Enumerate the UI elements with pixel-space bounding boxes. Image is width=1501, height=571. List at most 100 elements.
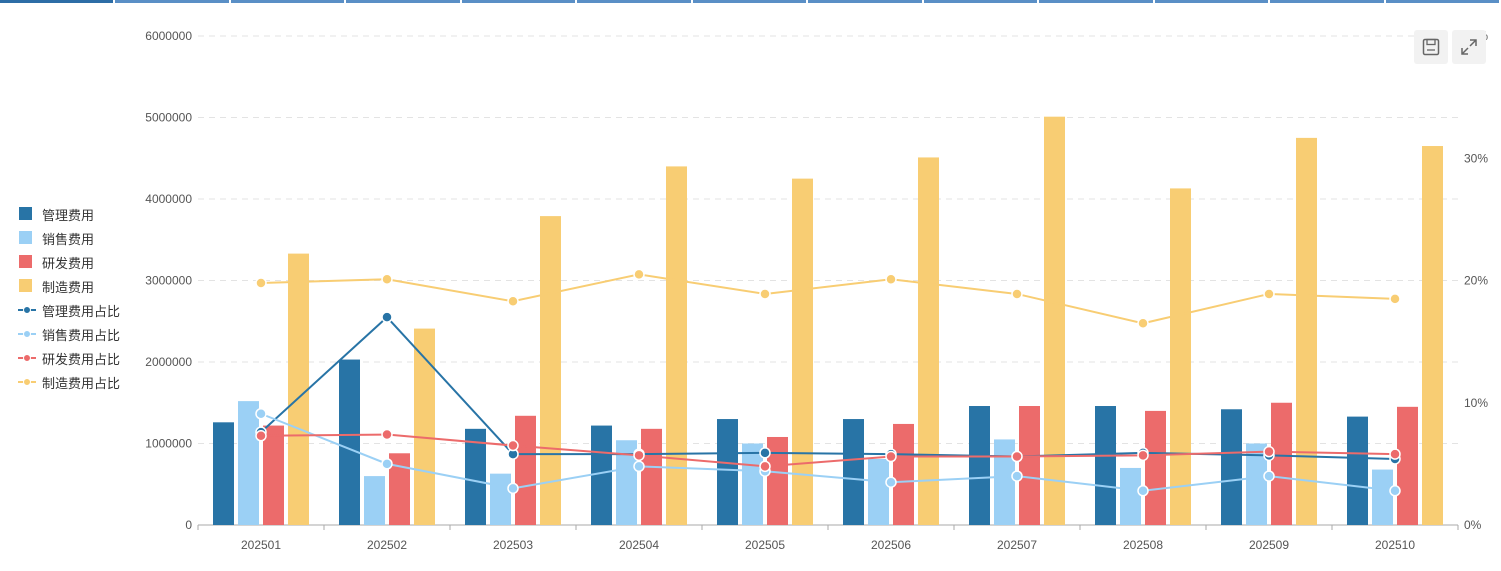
y-left-tick-label: 0 xyxy=(185,518,192,532)
chart-legend: 管理费用 销售费用 研发费用 制造费用 管理费用占比 销售费用占比 研发费用占比… xyxy=(18,202,120,394)
legend-swatch xyxy=(18,207,36,221)
legend-item-sales-ratio[interactable]: 销售费用占比 xyxy=(18,322,120,346)
line-point xyxy=(1011,288,1023,300)
bar xyxy=(1397,406,1418,525)
top-tab-strip xyxy=(0,0,1501,4)
bar xyxy=(843,419,864,525)
bar xyxy=(1145,410,1166,525)
tab-strip-segment[interactable] xyxy=(346,0,460,3)
tab-strip-segment[interactable] xyxy=(1039,0,1153,3)
legend-line-swatch xyxy=(18,375,36,389)
legend-line-swatch xyxy=(18,351,36,365)
line-point xyxy=(885,476,897,488)
y-left-tick-label: 1000000 xyxy=(145,437,192,451)
tab-strip-segment[interactable] xyxy=(230,0,345,3)
line-point xyxy=(633,268,645,281)
line-point xyxy=(759,460,771,473)
tab-strip-segment[interactable] xyxy=(115,0,229,3)
y-right-tick-label: 30% xyxy=(1464,151,1488,165)
line-point xyxy=(381,273,393,286)
bar xyxy=(1120,467,1141,525)
y-left-tick-label: 2000000 xyxy=(145,355,192,369)
bar xyxy=(1044,116,1065,525)
bar xyxy=(465,428,486,525)
bar xyxy=(918,157,939,525)
tab-strip-segment[interactable] xyxy=(461,0,576,3)
x-tick-label: 202504 xyxy=(619,538,659,552)
legend-label: 销售费用 xyxy=(42,231,95,247)
bar xyxy=(1246,443,1267,525)
tab-strip-segment[interactable] xyxy=(1385,0,1500,3)
tab-strip-segment[interactable] xyxy=(692,0,807,3)
legend-item-rd[interactable]: 研发费用 xyxy=(18,250,120,274)
bar xyxy=(263,425,284,525)
legend-label: 研发费用 xyxy=(42,255,95,271)
line-point xyxy=(381,311,393,323)
bar xyxy=(1271,402,1292,525)
legend-label: 管理费用 xyxy=(42,207,95,223)
x-tick-label: 202503 xyxy=(493,538,533,552)
bar xyxy=(213,422,234,525)
legend-item-management[interactable]: 管理费用 xyxy=(18,202,120,226)
bar xyxy=(364,476,385,525)
x-tick-label: 202502 xyxy=(367,538,407,552)
line-point xyxy=(1011,470,1023,482)
line-point xyxy=(1263,288,1275,300)
legend-swatch xyxy=(18,231,36,245)
legend-item-sales[interactable]: 销售费用 xyxy=(18,226,120,250)
bar xyxy=(540,216,561,526)
bar xyxy=(1019,406,1040,525)
line-point xyxy=(381,428,393,441)
tab-strip-segment[interactable] xyxy=(1154,0,1269,3)
bar xyxy=(339,359,360,525)
x-tick-label: 202510 xyxy=(1375,538,1415,552)
legend-line-swatch xyxy=(18,327,36,341)
legend-swatch xyxy=(18,255,36,269)
bar xyxy=(1422,146,1443,525)
save-icon xyxy=(1422,38,1440,56)
x-tick-label: 202506 xyxy=(871,538,911,552)
line-point xyxy=(633,449,645,462)
legend-item-manufacturing-ratio[interactable]: 制造费用占比 xyxy=(18,370,120,394)
bar xyxy=(490,473,511,525)
line-point xyxy=(255,408,267,420)
bar xyxy=(591,425,612,525)
legend-item-rd-ratio[interactable]: 研发费用占比 xyxy=(18,346,120,370)
bar xyxy=(238,401,259,525)
line-point xyxy=(1389,448,1401,460)
legend-line-swatch xyxy=(18,303,36,317)
line-point xyxy=(633,460,645,473)
line-point xyxy=(1263,470,1275,482)
bar xyxy=(994,439,1015,525)
legend-label: 制造费用 xyxy=(42,279,95,295)
legend-item-management-ratio[interactable]: 管理费用占比 xyxy=(18,298,120,322)
bar xyxy=(666,166,687,525)
bar xyxy=(717,419,738,525)
x-tick-label: 202505 xyxy=(745,538,785,552)
bar xyxy=(1296,137,1317,525)
save-button[interactable] xyxy=(1414,30,1448,64)
line-point xyxy=(507,439,519,452)
legend-label: 研发费用占比 xyxy=(42,351,121,367)
bar xyxy=(792,178,813,525)
line-point xyxy=(759,447,771,459)
tab-strip-segment[interactable] xyxy=(1270,0,1384,3)
fullscreen-button[interactable] xyxy=(1452,30,1486,64)
tab-strip-segment[interactable] xyxy=(923,0,1038,3)
x-tick-label: 202508 xyxy=(1123,538,1163,552)
bar xyxy=(1221,409,1242,525)
bar xyxy=(641,428,662,525)
y-left-tick-label: 6000000 xyxy=(145,29,192,43)
bar xyxy=(868,458,889,525)
bar xyxy=(616,440,637,525)
line-point xyxy=(1137,317,1149,330)
legend-label: 管理费用占比 xyxy=(42,303,121,319)
line-point xyxy=(507,295,519,308)
tab-strip-segment[interactable] xyxy=(0,0,114,3)
tab-strip-segment[interactable] xyxy=(808,0,922,3)
legend-item-manufacturing[interactable]: 制造费用 xyxy=(18,274,120,298)
x-tick-label: 202507 xyxy=(997,538,1037,552)
line-point xyxy=(1263,445,1275,458)
line-point xyxy=(507,482,519,495)
tab-strip-segment[interactable] xyxy=(577,0,691,3)
